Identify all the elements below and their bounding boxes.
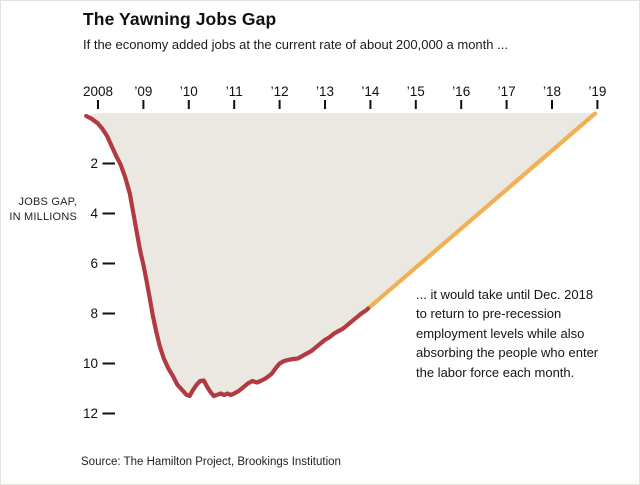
- y-axis-title-line1: JOBS GAP,: [18, 196, 77, 208]
- annotation-line: ... it would take until Dec. 2018: [416, 287, 594, 302]
- chart-subtitle: If the economy added jobs at the current…: [83, 37, 508, 52]
- gap-area-fill: [86, 113, 596, 396]
- annotation-line: the labor force each month.: [416, 364, 575, 380]
- annotation-line: employment levels while also: [416, 325, 585, 341]
- x-tick-mark: [97, 100, 99, 109]
- y-tick-mark: [102, 212, 115, 215]
- y-tick-label: 2: [90, 156, 98, 171]
- y-tick-mark: [102, 262, 115, 265]
- x-tick-mark: [414, 100, 417, 109]
- y-tick-label: 4: [90, 206, 98, 221]
- x-tick-mark: [324, 100, 326, 109]
- x-tick-label: ’18: [543, 84, 561, 99]
- y-tick-label: 10: [83, 356, 98, 371]
- y-axis-title: JOBS GAP, IN MILLIONS: [1, 195, 77, 225]
- chart-title: The Yawning Jobs Gap: [83, 9, 277, 29]
- x-tick-mark: [460, 100, 463, 109]
- y-tick-mark: [102, 312, 115, 315]
- x-tick-mark: [596, 100, 599, 109]
- x-tick-mark: [142, 100, 145, 109]
- projection-line: [366, 111, 598, 311]
- y-axis: 2 4 6 8 10 12: [83, 156, 115, 421]
- y-tick-label: 8: [90, 306, 98, 321]
- x-tick-label: ’09: [134, 84, 152, 99]
- x-tick-label: ’10: [180, 84, 198, 99]
- x-tick-label: ’16: [452, 84, 470, 99]
- x-tick-mark: [551, 100, 553, 109]
- x-tick-mark: [187, 100, 190, 109]
- x-tick-mark: [369, 100, 372, 109]
- x-tick-label: ’17: [498, 84, 516, 99]
- x-tick-label: ’13: [316, 84, 334, 99]
- projection-annotation: ... it would take until Dec. 2018 to ret…: [416, 285, 639, 382]
- x-tick-mark: [505, 100, 508, 109]
- source-note: Source: The Hamilton Project, Brookings …: [81, 456, 341, 468]
- x-tick-label: ’14: [361, 84, 380, 99]
- actual-jobs-gap-line: [84, 113, 371, 399]
- x-tick-label: 2008: [83, 84, 113, 99]
- y-tick-mark: [102, 162, 115, 165]
- x-axis: 2008 ’09 ’10 ’11 ’12 ’13 ’14 ’15 ’16 ’17 ’18 ’19: [83, 84, 606, 109]
- x-tick-mark: [278, 100, 281, 109]
- x-tick-mark: [233, 100, 236, 109]
- annotation-line: to return to pre-recession: [416, 306, 562, 322]
- y-axis-title-line2: IN MILLIONS: [9, 211, 77, 223]
- annotation-line: absorbing the people who enter: [416, 345, 599, 361]
- y-tick-label: 6: [90, 256, 98, 271]
- x-tick-label: ’15: [407, 84, 425, 99]
- x-tick-label: ’12: [271, 84, 289, 99]
- y-tick-mark: [102, 362, 115, 365]
- y-tick-label: 12: [83, 406, 98, 421]
- y-tick-mark: [102, 412, 115, 415]
- x-tick-label: ’19: [588, 84, 606, 99]
- x-tick-label: ’11: [226, 84, 243, 99]
